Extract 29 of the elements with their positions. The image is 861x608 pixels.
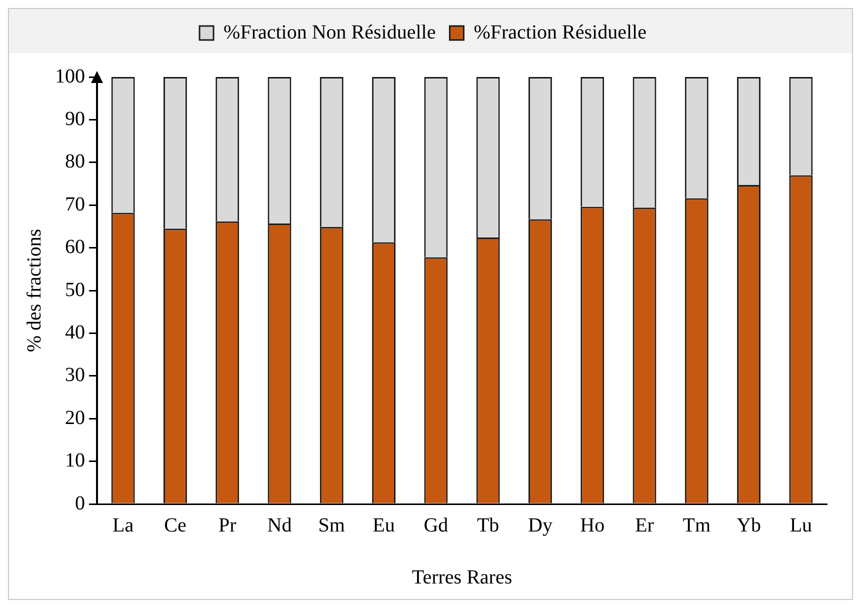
y-tick-label: 0 — [75, 492, 85, 514]
y-tick-label: 50 — [65, 278, 85, 301]
y-tick-label: 80 — [65, 150, 85, 173]
x-tick-label: Er — [635, 514, 654, 536]
x-tick-label: La — [112, 514, 134, 536]
x-tick-label: Ho — [580, 514, 605, 536]
y-tick-label: 20 — [65, 406, 85, 429]
y-tick-label: 30 — [65, 364, 85, 386]
x-tick-label: Tb — [476, 514, 500, 536]
legend-label: %Fraction Non Résiduelle — [224, 21, 436, 44]
x-tick-label: Ce — [164, 514, 186, 536]
y-tick-label: 100 — [55, 65, 85, 88]
x-tick-label: Sm — [318, 514, 346, 536]
x-tick-label: Eu — [372, 514, 395, 536]
y-tick-label: 10 — [65, 450, 85, 472]
y-tick-label: 40 — [65, 321, 85, 344]
x-tick-label: Lu — [790, 514, 812, 536]
x-tick-label: Tm — [682, 514, 711, 536]
y-tick-label: 90 — [65, 108, 85, 130]
x-tick-label: Dy — [528, 514, 552, 536]
x-tick-label: Pr — [218, 514, 237, 536]
y-tick-label: 60 — [65, 236, 85, 258]
x-tick-label: Yb — [736, 514, 762, 536]
x-tick-label: Nd — [267, 514, 292, 536]
x-axis-title: Terres Rares — [412, 566, 512, 588]
y-axis-title: % des fractions — [23, 228, 46, 352]
y-tick-label: 70 — [65, 193, 85, 216]
x-tick-label: Gd — [424, 514, 448, 536]
legend-label: %Fraction Résiduelle — [474, 21, 647, 44]
